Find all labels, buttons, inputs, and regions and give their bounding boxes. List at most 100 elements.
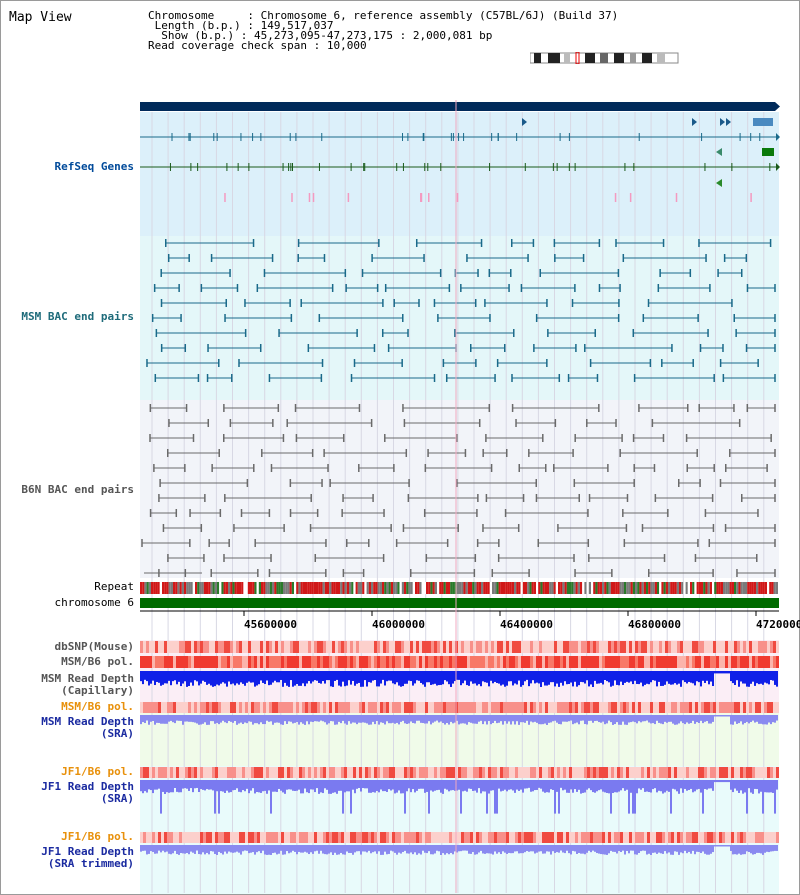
depth-bar: [624, 715, 626, 725]
depth-bar: [656, 845, 658, 854]
depth-bar: [460, 715, 462, 724]
repeat-block: [734, 582, 737, 594]
repeat-block: [311, 582, 314, 594]
repeat-block: [509, 582, 512, 594]
depth-bar: [570, 845, 572, 855]
track-label-refseq[interactable]: RefSeq Genes: [54, 160, 134, 173]
depth-bar: [746, 845, 748, 852]
polymorphism-cell: [437, 702, 440, 713]
read-depth-tracks[interactable]: [140, 671, 778, 855]
msm-bac-track[interactable]: [146, 239, 776, 382]
repeat-block: [283, 582, 286, 594]
depth-bar: [630, 671, 632, 682]
polymorphism-cell: [296, 656, 299, 668]
repeat-block: [366, 582, 369, 594]
depth-bar: [374, 845, 376, 852]
polymorphism-cell: [275, 767, 278, 778]
track-label-msm-b6-pol-2[interactable]: MSM/B6 pol.: [61, 700, 134, 713]
polymorphism-cell: [398, 832, 401, 843]
depth-bar: [696, 715, 698, 723]
depth-bar: [266, 715, 268, 721]
repeat-block: [307, 582, 310, 594]
track-label-jf1-b6-pol-2[interactable]: JF1/B6 pol.: [61, 830, 134, 843]
depth-bar: [754, 845, 756, 855]
polymorphism-cell: [548, 832, 551, 843]
depth-bar: [584, 780, 586, 793]
polymorphism-cell: [347, 656, 350, 668]
depth-bar: [482, 715, 484, 725]
repeat-block: [177, 582, 180, 594]
depth-bar: [546, 845, 548, 852]
depth-bar: [272, 715, 274, 725]
depth-bar: [752, 845, 754, 855]
b6n-bac-track[interactable]: [141, 404, 776, 577]
depth-bar: [388, 845, 390, 854]
depth-bar: [164, 671, 166, 684]
depth-bar: [202, 845, 204, 853]
track-label-msm-bac[interactable]: MSM BAC end pairs: [21, 310, 134, 323]
track-label-msm-b6-pol[interactable]: MSM/B6 pol.: [61, 655, 134, 668]
depth-bar: [482, 845, 484, 854]
track-label-jf1-depth-sra[interactable]: JF1 Read Depth: [41, 780, 134, 793]
track-label-msm-depth-capillary[interactable]: MSM Read Depth: [41, 672, 134, 685]
depth-bar: [548, 715, 550, 723]
polymorphism-cell: [548, 641, 551, 653]
track-label-repeat[interactable]: Repeat: [94, 580, 134, 593]
polymorphism-cell: [737, 702, 740, 713]
repeat-block: [602, 582, 605, 594]
polymorphism-cell: [500, 767, 503, 778]
polymorphism-cell: [668, 832, 671, 843]
repeat-track[interactable]: [140, 582, 778, 594]
polymorphism-cell: [470, 702, 473, 713]
depth-bar: [648, 845, 650, 854]
polymorphism-cell: [557, 832, 560, 843]
grid-lines: [151, 112, 765, 893]
refseq-track[interactable]: [140, 102, 780, 202]
depth-bar: [350, 715, 352, 724]
polymorphism-cell: [185, 767, 188, 778]
repeat-block: [272, 582, 275, 594]
repeat-block: [305, 582, 308, 594]
chromosome-ideogram[interactable]: [530, 52, 680, 64]
depth-bar: [668, 780, 670, 792]
depth-bar: [572, 845, 574, 851]
repeat-block: [507, 582, 510, 594]
track-label-chromosome[interactable]: chromosome 6: [54, 596, 134, 609]
polymorphism-cell: [746, 656, 749, 668]
polymorphism-tracks[interactable]: [140, 641, 779, 843]
depth-bar: [428, 671, 430, 683]
polymorphism-cell: [365, 656, 368, 668]
depth-bar: [360, 715, 362, 723]
depth-bar: [450, 715, 452, 722]
polymorphism-cell: [275, 641, 278, 653]
polymorphism-cell: [737, 832, 740, 843]
track-label-msm-depth-sra[interactable]: MSM Read Depth: [41, 715, 134, 728]
polymorphism-cell: [233, 832, 236, 843]
depth-bar: [286, 671, 288, 686]
repeat-block: [410, 582, 413, 594]
depth-bar: [474, 845, 476, 855]
polymorphism-cell: [185, 641, 188, 653]
depth-bar: [328, 780, 330, 794]
repeat-block: [661, 582, 664, 594]
depth-bar: [296, 671, 298, 685]
polymorphism-cell: [596, 656, 599, 668]
track-label-dbsnp[interactable]: dbSNP(Mouse): [54, 640, 134, 653]
polymorphism-cell: [203, 702, 206, 713]
depth-bar: [212, 671, 214, 687]
depth-bar: [294, 671, 296, 686]
depth-bar: [670, 780, 672, 814]
polymorphism-cell: [248, 702, 251, 713]
polymorphism-cell: [554, 767, 557, 778]
polymorphism-cell: [197, 656, 200, 668]
depth-bar: [274, 845, 276, 853]
track-label-jf1-depth-trim[interactable]: JF1 Read Depth: [41, 845, 134, 858]
depth-bar: [694, 780, 696, 792]
track-label-b6n-bac[interactable]: B6N BAC end pairs: [21, 483, 134, 496]
track-label-jf1-b6-pol[interactable]: JF1/B6 pol.: [61, 765, 134, 778]
polymorphism-cell: [698, 767, 701, 778]
polymorphism-cell: [224, 641, 227, 653]
polymorphism-cell: [656, 767, 659, 778]
depth-bar: [610, 671, 612, 687]
